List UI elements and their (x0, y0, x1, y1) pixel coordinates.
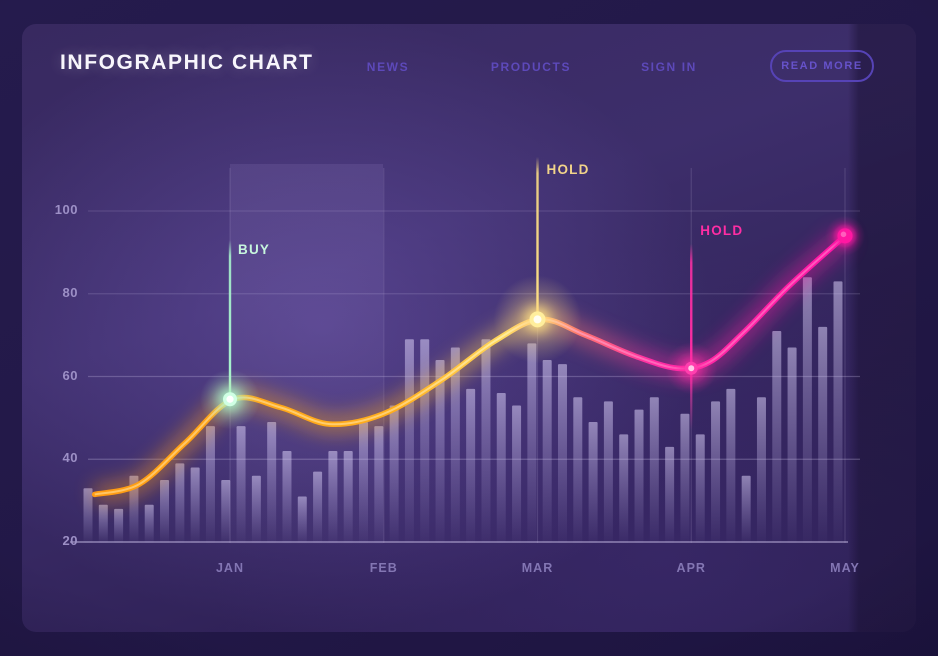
volume-bar (649, 397, 659, 543)
volume-bar (282, 450, 292, 543)
volume-bar (542, 359, 552, 543)
volume-bar (359, 422, 369, 543)
volume-bar (818, 326, 828, 543)
volume-bar (114, 508, 124, 543)
volume-bar (557, 364, 567, 543)
volume-bar (83, 488, 93, 543)
page-title: INFOGRAPHIC CHART (60, 51, 314, 74)
volume-bar (221, 479, 231, 543)
volume-bar (802, 277, 812, 543)
point-core (533, 315, 542, 324)
volume-bar (374, 426, 384, 543)
volume-bar (527, 343, 537, 543)
point-core (226, 395, 234, 403)
volume-bar (756, 397, 766, 543)
nav-link-news[interactable]: NEWS (366, 60, 410, 74)
volume-bar (726, 388, 736, 543)
volume-bar (175, 463, 185, 543)
volume-bar (420, 339, 430, 543)
volume-bar (98, 504, 108, 543)
volume-bar (404, 339, 414, 543)
volume-bar (343, 450, 353, 543)
volume-bar (711, 401, 721, 543)
point-core (688, 365, 695, 372)
volume-bar (481, 339, 491, 543)
volume-bar (450, 347, 460, 543)
right-shade-overlay (848, 24, 916, 632)
volume-bar (695, 434, 705, 543)
volume-bar (787, 347, 797, 543)
volume-bar (741, 475, 751, 543)
volume-bar (603, 401, 613, 543)
volume-bar (772, 330, 782, 543)
volume-bar (267, 422, 277, 543)
volume-bar (236, 426, 246, 543)
volume-bar (160, 479, 170, 543)
volume-bar (328, 450, 338, 543)
volume-bar (297, 496, 307, 543)
nav-link-products[interactable]: PRODUCTS (490, 60, 572, 74)
volume-bar (466, 388, 476, 543)
volume-bar (680, 413, 690, 543)
nav-link-sign-in[interactable]: SIGN IN (641, 60, 697, 74)
volume-bar (205, 426, 215, 543)
read-more-button[interactable]: READ MORE (770, 50, 874, 82)
volume-bar (313, 471, 323, 543)
volume-bar (619, 434, 629, 543)
volume-bar (833, 281, 843, 543)
volume-bar (634, 409, 644, 543)
volume-bar (665, 446, 675, 543)
volume-bar (573, 397, 583, 543)
volume-bar (512, 405, 522, 543)
volume-bar (190, 467, 200, 543)
volume-bar (588, 422, 598, 543)
volume-bar (389, 405, 399, 543)
point-core (840, 231, 847, 238)
volume-bar (496, 393, 506, 543)
volume-bar (251, 475, 261, 543)
volume-bar (144, 504, 154, 543)
volume-bar (435, 359, 445, 543)
